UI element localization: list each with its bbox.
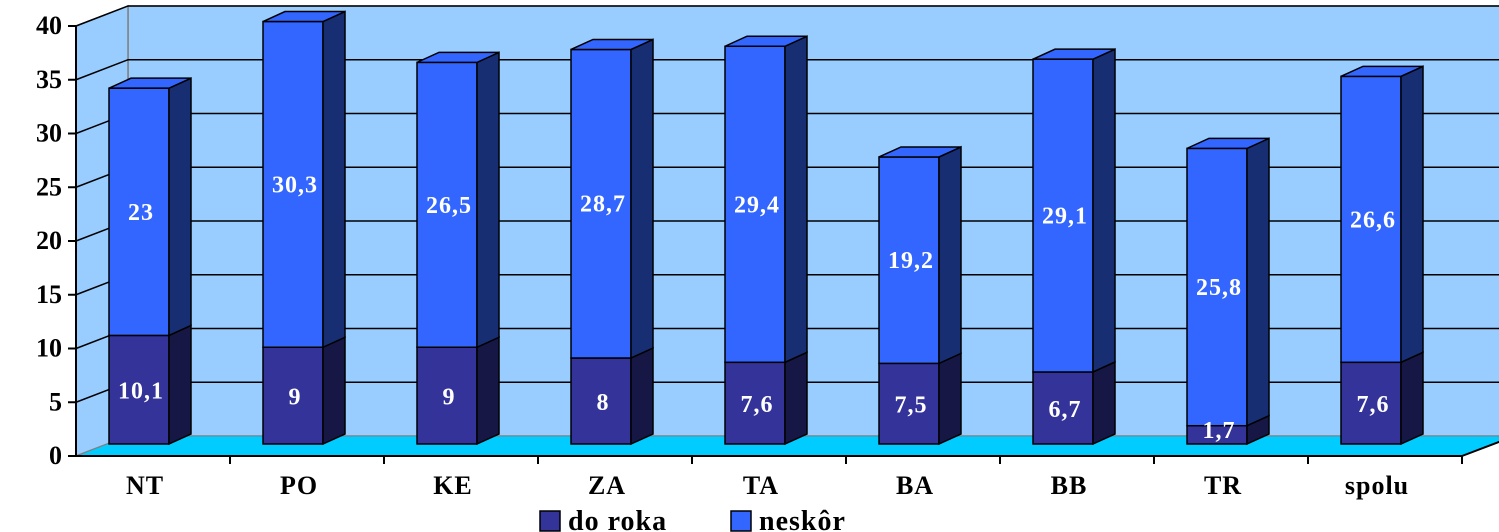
data-label-BB-neskor: 29,1 <box>1042 204 1088 230</box>
y-tick-label: 35 <box>36 65 62 94</box>
bar-BA-neskor <box>878 156 940 365</box>
bar-top-PO <box>262 10 346 23</box>
bar-ZA-do-roka <box>570 357 632 445</box>
axes <box>68 25 1499 464</box>
bar-side-KE-do-roka <box>476 336 500 446</box>
data-label-ZA-do-roka: 8 <box>597 390 610 416</box>
gridline <box>75 5 1499 27</box>
x-category-labels: NT PO KE ZA TA BA BB TR spolu <box>126 471 1409 500</box>
bar-side-TA-do-roka <box>784 351 808 446</box>
bar-BB-do-roka <box>1032 371 1094 445</box>
data-label-spolu-do-roka: 7,6 <box>1357 392 1390 418</box>
data-label-BB-do-roka: 6,7 <box>1049 397 1082 423</box>
y-tick-label: 25 <box>36 172 62 201</box>
data-label-PO-do-roka: 9 <box>289 385 302 411</box>
legend-label-neskor: neskôr <box>759 506 846 532</box>
y-tick-label: 40 <box>36 11 62 40</box>
data-label-TR-neskor: 25,8 <box>1196 275 1242 301</box>
y-tick-label: 10 <box>36 334 62 363</box>
bar-side-NT-do-roka <box>168 324 192 446</box>
data-label-PO-neskor: 30,3 <box>272 172 318 198</box>
category-label-NT: NT <box>126 471 164 500</box>
bar-PO-neskor <box>262 20 324 349</box>
bar-spolu-neskor <box>1340 75 1402 364</box>
bar-side-TR-neskor <box>1246 137 1270 427</box>
data-labels: 10,1 23 9 30,3 9 26,5 8 28,7 7,6 29,4 7,5 19,2 6,7 29… <box>118 172 1396 444</box>
bar-side-NT-neskor <box>168 77 192 337</box>
bar-side-ZA-do-roka <box>630 346 654 446</box>
bar-ZA-neskor <box>570 48 632 359</box>
y-tick-label: 5 <box>49 387 62 416</box>
data-label-NT-do-roka: 10,1 <box>118 379 164 405</box>
y-tick-labels: 0 5 10 15 20 25 30 35 40 <box>36 11 62 470</box>
bar-side-KE-neskor <box>476 51 500 349</box>
category-label-spolu: spolu <box>1345 471 1409 500</box>
bar-top-NT <box>108 77 192 89</box>
data-label-spolu-neskor: 26,6 <box>1350 207 1396 233</box>
data-label-TA-do-roka: 7,6 <box>741 392 774 418</box>
category-label-BA: BA <box>896 471 934 500</box>
category-label-ZA: ZA <box>588 471 626 500</box>
legend: do roka neskôr <box>539 506 846 532</box>
bar-side-BA-neskor <box>938 145 962 365</box>
y-tick-label: 20 <box>36 226 62 255</box>
y-tick-label: 0 <box>49 441 62 470</box>
bar-spolu-do-roka <box>1340 361 1402 445</box>
category-label-BB: BB <box>1051 471 1088 500</box>
data-label-NT-neskor: 23 <box>128 200 154 226</box>
bars <box>108 10 1424 446</box>
bar-side-spolu-do-roka <box>1400 351 1424 446</box>
bar-top-BB <box>1032 48 1116 60</box>
bar-top-ZA <box>570 38 654 51</box>
data-label-KE-do-roka: 9 <box>443 385 456 411</box>
category-label-PO: PO <box>280 471 318 500</box>
bar-side-PO-do-roka <box>322 336 346 446</box>
bar-KE-do-roka <box>416 346 478 445</box>
bar-KE-neskor <box>416 61 478 348</box>
bar-side-TA-neskor <box>784 35 808 364</box>
legend-swatch-do-roka <box>539 510 561 532</box>
category-label-KE: KE <box>433 471 473 500</box>
category-label-TR: TR <box>1204 471 1242 500</box>
data-label-KE-neskor: 26,5 <box>426 193 472 219</box>
y-tick-label: 15 <box>36 280 62 309</box>
data-label-TA-neskor: 29,4 <box>734 192 780 218</box>
legend-swatch-neskor <box>730 510 752 532</box>
bar-side-ZA-neskor <box>630 38 654 360</box>
legend-label-do-roka: do roka <box>568 506 667 532</box>
bar-side-spolu-neskor <box>1400 65 1424 364</box>
bar-top-TA <box>724 35 808 47</box>
data-label-ZA-neskor: 28,7 <box>580 192 626 218</box>
data-label-BA-do-roka: 7,5 <box>895 393 928 419</box>
data-label-BA-neskor: 19,2 <box>888 248 934 274</box>
bar-side-PO-neskor <box>322 10 346 349</box>
data-label-TR-do-roka: 1,7 <box>1203 418 1236 444</box>
bar-NT-do-roka <box>108 334 170 445</box>
bar-top-BA <box>878 146 962 158</box>
bar-side-BB-do-roka <box>1092 360 1116 446</box>
bar-TA-do-roka <box>724 361 786 445</box>
y-tick-label: 30 <box>36 119 62 148</box>
x-axis-depth-line <box>1461 440 1499 457</box>
bar-side-BA-do-roka <box>938 352 962 446</box>
bar-top-KE <box>416 51 500 64</box>
bar-PO-do-roka <box>262 346 324 445</box>
bar-top-spolu <box>1340 65 1424 78</box>
bar-side-BB-neskor <box>1092 47 1116 374</box>
bar-top-TR <box>1186 137 1270 150</box>
category-label-TA: TA <box>743 471 779 500</box>
